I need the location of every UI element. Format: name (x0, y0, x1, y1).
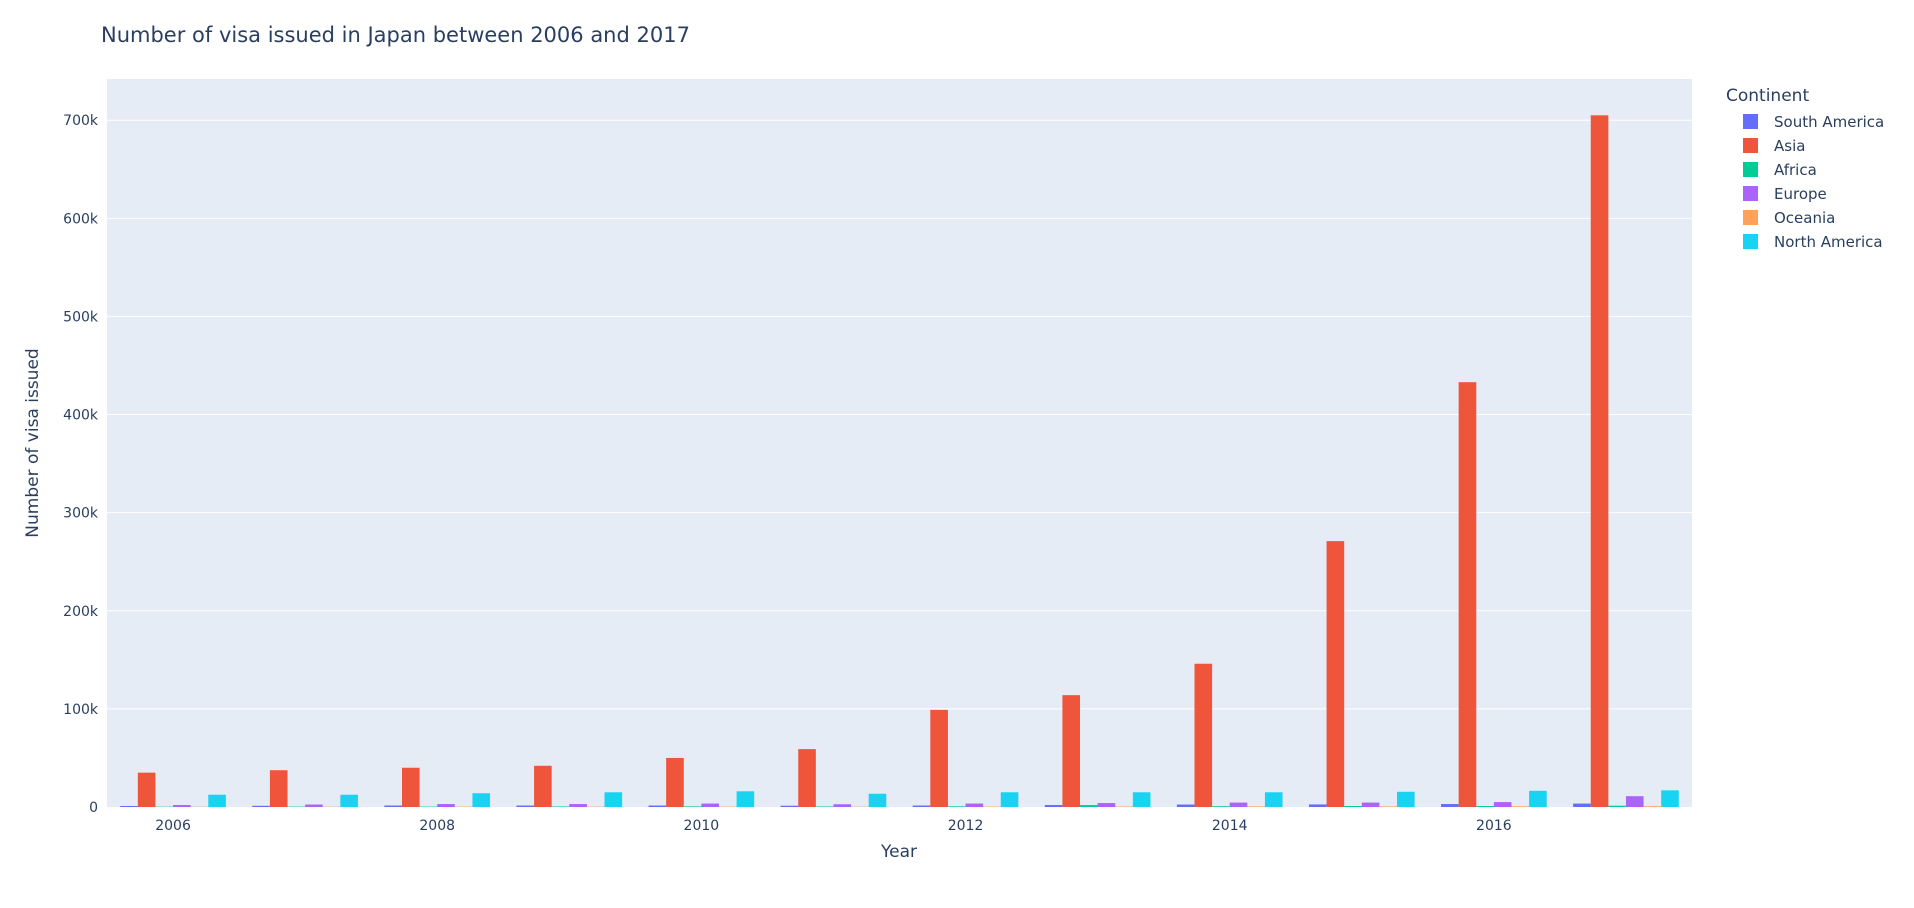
y-tick-label: 100k (63, 702, 99, 718)
bar-asia-2017 (1590, 115, 1609, 808)
bar-europe-2013 (1097, 803, 1116, 807)
bar-south-america-2015 (1308, 804, 1327, 807)
bar-north-america-2007 (340, 794, 358, 807)
bar-asia-2014 (1194, 663, 1213, 807)
legend-swatch (1743, 114, 1758, 129)
bar-south-america-2008 (384, 805, 402, 807)
bar-africa-2012 (947, 806, 966, 807)
legend-swatch (1743, 162, 1758, 177)
bar-asia-2006 (137, 772, 156, 807)
legend-item-label: North America (1774, 233, 1883, 251)
bar-oceania-2017 (1643, 806, 1662, 807)
y-tick-label: 500k (63, 309, 99, 325)
x-tick-label: 2012 (948, 818, 984, 834)
y-tick-label: 400k (63, 408, 99, 424)
bar-europe-2016 (1493, 802, 1512, 807)
bar-europe-2010 (701, 803, 719, 807)
bar-north-america-2015 (1397, 791, 1415, 807)
bar-north-america-2016 (1529, 790, 1547, 807)
x-tick-label: 2006 (155, 818, 191, 834)
x-tick-label: 2016 (1476, 818, 1512, 834)
bars (120, 115, 1679, 808)
bar-north-america-2010 (736, 791, 755, 807)
bar-south-america-2009 (516, 805, 535, 807)
bar-south-america-2011 (780, 805, 799, 807)
bar-europe-2012 (965, 803, 984, 807)
y-tick-label: 0 (89, 800, 98, 816)
bar-oceania-2015 (1379, 806, 1398, 807)
x-tick-label: 2010 (684, 818, 720, 834)
x-tick-label: 2008 (419, 818, 455, 834)
bar-asia-2013 (1062, 695, 1081, 807)
bar-europe-2009 (569, 804, 587, 807)
bar-asia-2015 (1326, 541, 1345, 807)
bar-south-america-2016 (1441, 804, 1459, 807)
x-axis-ticks: 2006 2008 2010 2012 2014 2016 (155, 818, 1512, 834)
y-tick-label: 700k (63, 113, 99, 129)
bar-asia-2009 (534, 765, 552, 807)
bar-africa-2017 (1608, 805, 1626, 807)
bar-africa-2014 (1212, 806, 1230, 807)
legend-swatch (1743, 138, 1758, 153)
bar-oceania-2014 (1247, 806, 1265, 807)
bar-africa-2010 (683, 806, 702, 807)
bar-europe-2015 (1361, 802, 1380, 807)
bar-south-america-2006 (120, 806, 138, 807)
bar-north-america-2009 (604, 792, 623, 807)
legend-swatch (1743, 210, 1758, 225)
bar-north-america-2013 (1132, 792, 1151, 807)
bar-europe-2017 (1625, 796, 1644, 807)
legend-item-label: Oceania (1774, 209, 1835, 227)
y-tick-label: 300k (63, 506, 99, 522)
bar-south-america-2007 (252, 805, 270, 807)
bar-asia-2007 (269, 770, 288, 807)
x-axis-title: Year (880, 842, 917, 862)
chart-title: Number of visa issued in Japan between 2… (101, 23, 690, 47)
bar-europe-2006 (173, 805, 191, 807)
legend-item-label: Asia (1774, 137, 1805, 155)
bar-north-america-2017 (1661, 790, 1679, 807)
bar-oceania-2016 (1511, 806, 1530, 807)
bar-south-america-2012 (912, 805, 931, 807)
legend-item-label: Africa (1774, 161, 1817, 179)
legend-swatch (1743, 234, 1758, 249)
bar-africa-2013 (1080, 805, 1098, 807)
bar-north-america-2014 (1264, 792, 1283, 807)
bar-europe-2011 (833, 804, 852, 807)
bar-europe-2007 (305, 804, 323, 807)
bar-asia-2008 (401, 767, 420, 807)
y-tick-label: 600k (63, 211, 99, 227)
bar-asia-2012 (930, 709, 948, 807)
y-axis-ticks: 0 100k 200k 300k 400k 500k 600k 700k (63, 113, 99, 816)
bar-europe-2014 (1229, 802, 1248, 807)
bar-south-america-2010 (648, 805, 667, 807)
bar-africa-2016 (1476, 806, 1494, 807)
bar-north-america-2012 (1000, 792, 1019, 807)
bar-north-america-2006 (208, 794, 226, 807)
y-axis-title: Number of visa issued (23, 348, 43, 537)
bar-europe-2008 (437, 804, 455, 807)
bar-north-america-2008 (472, 793, 491, 807)
x-tick-label: 2014 (1212, 818, 1248, 834)
legend-item-label: South America (1774, 113, 1884, 131)
plot-background (107, 79, 1692, 807)
legend-swatch (1743, 186, 1758, 201)
bar-south-america-2014 (1176, 804, 1195, 807)
bar-south-america-2017 (1573, 803, 1591, 807)
bar-south-america-2013 (1044, 805, 1063, 807)
y-tick-label: 200k (63, 604, 99, 620)
bar-africa-2015 (1344, 806, 1362, 807)
legend-title: Continent (1726, 86, 1809, 106)
bar-asia-2016 (1458, 382, 1477, 807)
legend: Continent South America Asia Africa Europe O… (1726, 86, 1884, 251)
plot-area (107, 79, 1692, 807)
bar-north-america-2011 (868, 793, 887, 807)
bar-asia-2011 (798, 749, 816, 807)
bar-asia-2010 (666, 757, 684, 807)
legend-item-label: Europe (1774, 185, 1827, 203)
